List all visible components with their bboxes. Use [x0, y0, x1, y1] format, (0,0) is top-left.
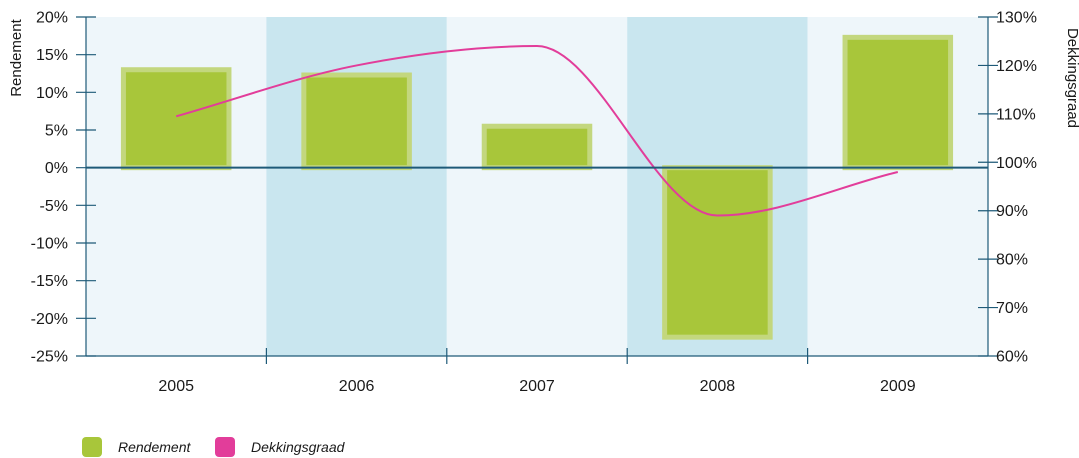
left-tick-label: 20% [36, 10, 68, 27]
x-tick-label-2009: 2009 [880, 378, 916, 395]
x-tick-label-2008: 2008 [700, 378, 736, 395]
x-tick-labels: 2005 2006 2007 2008 2009 [158, 378, 915, 395]
left-tick-label: -25% [31, 349, 68, 366]
right-tick-label: 90% [996, 203, 1028, 220]
legend-swatch-rendement [82, 437, 102, 457]
left-tick-label: -10% [31, 236, 68, 253]
right-tick-label: 60% [996, 349, 1028, 366]
left-tick-label: 5% [45, 123, 68, 140]
right-tick-label: 120% [996, 58, 1037, 75]
left-tick-label: 10% [36, 85, 68, 102]
line-dekkingsgraad [175, 45, 899, 217]
right-tick-labels: 130% 120% 110% 100% 90% 80% 70% 60% [996, 10, 1037, 366]
legend-label-rendement: Rendement [118, 439, 191, 455]
right-tick-label: 70% [996, 300, 1028, 317]
axes [76, 16, 998, 364]
bar-2008 [662, 165, 773, 340]
line-series-dekkingsgraad [175, 45, 899, 217]
right-tick-label: 130% [996, 10, 1037, 27]
left-tick-labels: 20% 15% 10% 5% 0% -5% -10% -15% -20% -25% [31, 10, 68, 366]
x-tick-label-2005: 2005 [158, 378, 194, 395]
category-bands [86, 17, 988, 356]
bar-2009 [842, 34, 954, 171]
left-axis-title: Rendement [8, 18, 25, 96]
left-tick-label: -15% [31, 273, 68, 290]
legend: Rendement Dekkingsgraad [82, 437, 346, 457]
bar-2005 [120, 67, 232, 171]
right-tick-label: 80% [996, 252, 1028, 269]
left-tick-label: -20% [31, 311, 68, 328]
bar-2006 [301, 72, 412, 171]
right-tick-label: 100% [996, 155, 1037, 172]
left-tick-label: 15% [36, 47, 68, 64]
bar-series-rendement [120, 34, 954, 340]
band-2007 [446, 17, 628, 356]
legend-label-dekkingsgraad: Dekkingsgraad [251, 439, 346, 455]
legend-swatch-dekkingsgraad [215, 437, 235, 457]
left-tick-label: -5% [40, 198, 68, 215]
x-tick-label-2006: 2006 [339, 378, 375, 395]
bar-2007 [481, 123, 593, 171]
right-axis-title: Dekkingsgraad [1064, 28, 1079, 128]
left-tick-label: 0% [45, 160, 68, 177]
band-2006 [266, 17, 447, 356]
right-tick-label: 110% [996, 106, 1036, 123]
x-tick-label-2007: 2007 [519, 378, 555, 395]
